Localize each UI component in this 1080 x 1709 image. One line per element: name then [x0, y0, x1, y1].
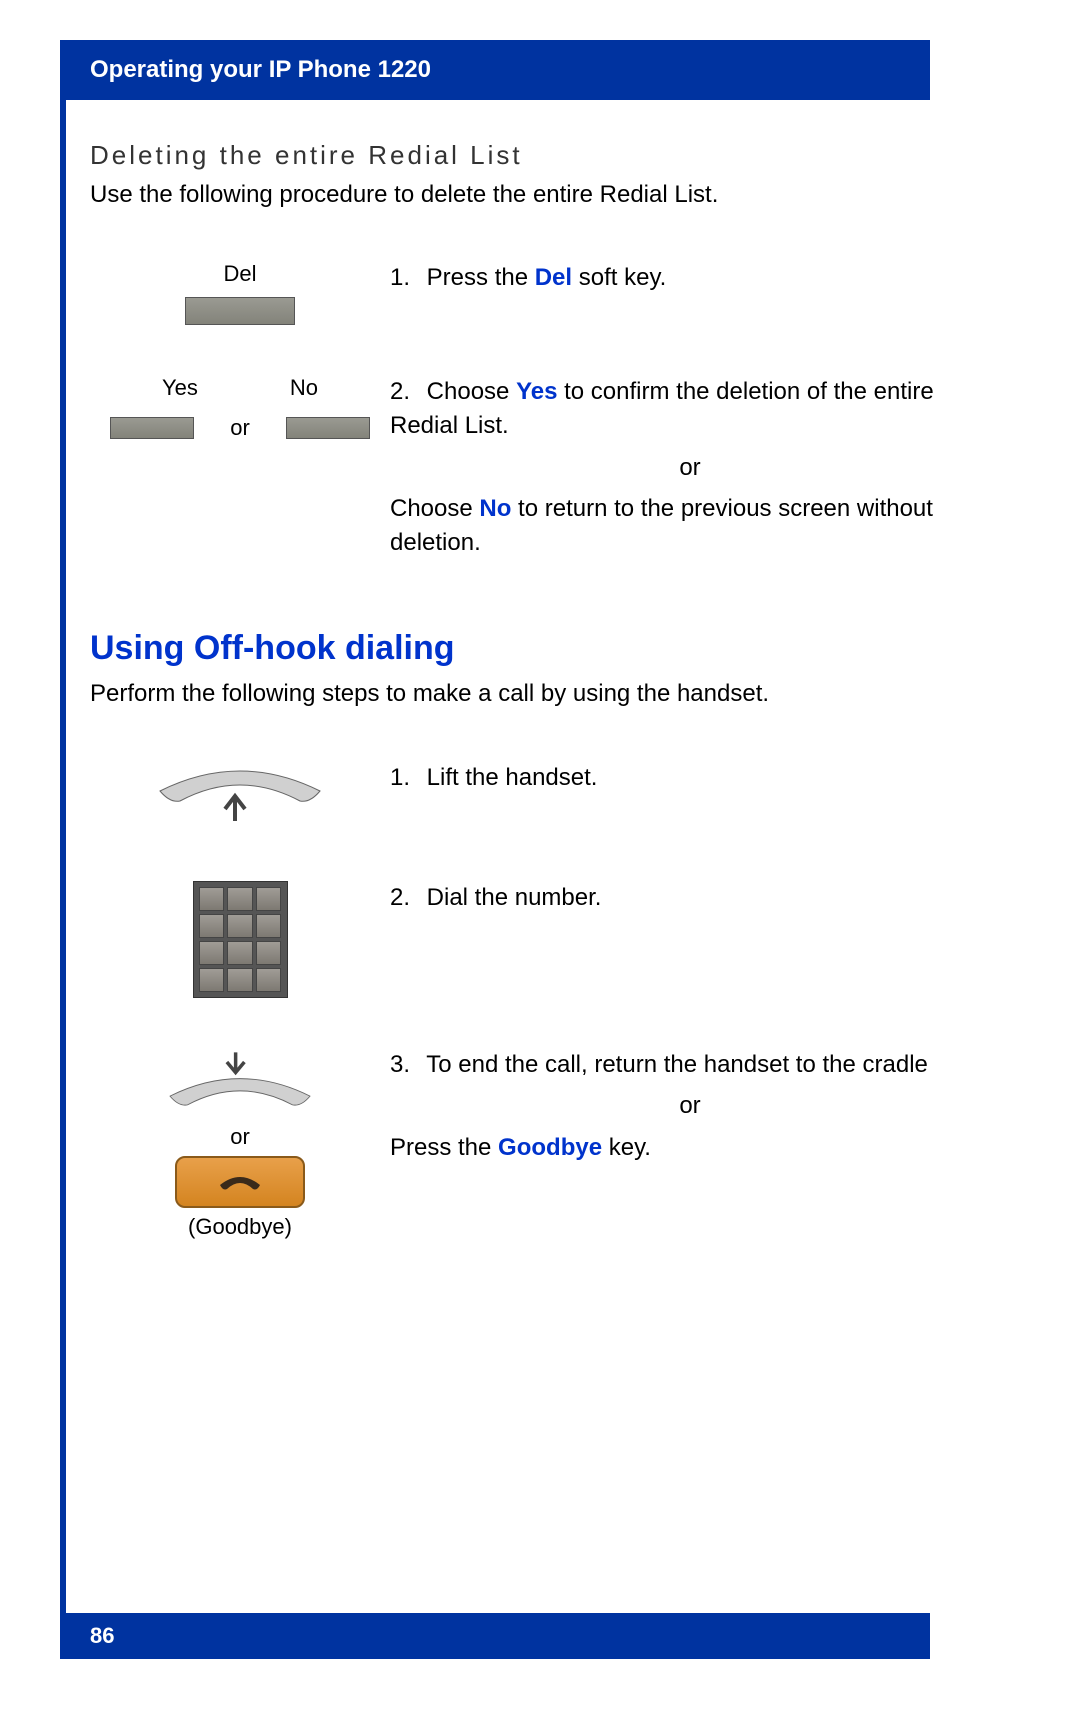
yes-column: Yes: [162, 375, 198, 411]
goodbye-key-icon: [175, 1156, 305, 1208]
step-visual: [90, 881, 390, 998]
section2-intro: Perform the following steps to make a ca…: [90, 678, 990, 710]
keypad-icon: [193, 881, 288, 998]
or-label: or: [230, 1124, 250, 1150]
no-keyword: No: [479, 495, 511, 522]
yes-no-row: Yes No: [110, 375, 370, 411]
step-text-a: Press the: [427, 264, 535, 291]
no-column: No: [290, 375, 318, 411]
or-label: or: [230, 415, 250, 441]
step-text-c: Choose: [390, 495, 479, 522]
step-text: Dial the number.: [427, 884, 602, 911]
step-text: 2. Dial the number.: [390, 881, 990, 915]
step-text-c: key.: [602, 1134, 651, 1161]
goodbye-keyword: Goodbye: [498, 1134, 602, 1161]
page-footer: 86: [60, 1613, 930, 1659]
hangup-handset-icon: [150, 1048, 330, 1118]
step-text: 3. To end the call, return the handset t…: [390, 1048, 990, 1165]
step-number: 3.: [390, 1048, 420, 1082]
yes-label: Yes: [162, 375, 198, 401]
step-text: 2. Choose Yes to confirm the deletion of…: [390, 375, 990, 559]
yes-softkey-icon: [110, 417, 194, 439]
step-row: Yes No or 2. Choose Yes to confirm the d…: [90, 375, 990, 559]
section1-heading: Deleting the entire Redial List: [90, 140, 990, 171]
yes-no-buttons: or: [110, 415, 370, 441]
header-title: Operating your IP Phone 1220: [90, 56, 431, 83]
page-content: Deleting the entire Redial List Use the …: [90, 100, 990, 1240]
step-number: 2.: [390, 881, 420, 915]
step-text-a: To end the call, return the handset to t…: [426, 1051, 928, 1078]
or-label: or: [390, 1089, 990, 1123]
del-keyword: Del: [535, 264, 572, 291]
step-text: Lift the handset.: [427, 764, 598, 791]
page-header: Operating your IP Phone 1220: [60, 40, 930, 100]
left-stripe: [60, 80, 66, 1659]
step-row: Del 1. Press the Del soft key.: [90, 261, 990, 325]
no-label: No: [290, 375, 318, 401]
step-visual: [90, 761, 390, 831]
section1-steps: Del 1. Press the Del soft key. Yes No: [90, 261, 990, 559]
step-text: 1. Press the Del soft key.: [390, 261, 990, 295]
or-label: or: [390, 451, 990, 485]
step-number: 1.: [390, 761, 420, 795]
step-row: 2. Dial the number.: [90, 881, 990, 998]
step-row: 1. Lift the handset.: [90, 761, 990, 831]
step-visual: Del: [90, 261, 390, 325]
section1-intro: Use the following procedure to delete th…: [90, 179, 990, 211]
section2-heading: Using Off-hook dialing: [90, 629, 990, 668]
step-text-a: Choose: [427, 378, 516, 405]
step-row: or (Goodbye) 3. To end the call, return …: [90, 1048, 990, 1240]
del-softkey-icon: [185, 297, 295, 325]
page-number: 86: [90, 1623, 114, 1649]
step-text-b: soft key.: [572, 264, 666, 291]
step-text: 1. Lift the handset.: [390, 761, 990, 795]
del-label: Del: [223, 261, 256, 287]
section2-steps: 1. Lift the handset. 2. Dial the number.: [90, 761, 990, 1240]
step-visual: Yes No or: [90, 375, 390, 441]
lift-handset-icon: [150, 761, 330, 831]
no-softkey-icon: [286, 417, 370, 439]
step-visual: or (Goodbye): [90, 1048, 390, 1240]
step-text-b: Press the: [390, 1134, 498, 1161]
step-number: 2.: [390, 375, 420, 409]
step-number: 1.: [390, 261, 420, 295]
goodbye-label: (Goodbye): [188, 1214, 292, 1240]
yes-keyword: Yes: [516, 378, 557, 405]
